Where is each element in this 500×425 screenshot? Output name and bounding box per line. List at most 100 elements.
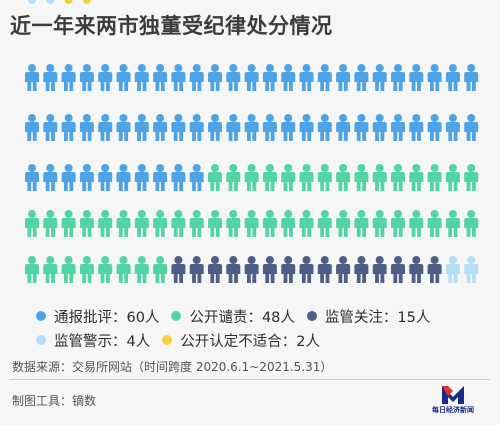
person-icon: [189, 164, 204, 191]
person-icon: [427, 64, 442, 91]
person-icon: [208, 256, 222, 283]
person-icon: [336, 210, 351, 237]
person-icon: [116, 114, 131, 141]
legend-colon: ：: [112, 309, 127, 326]
person-icon: [61, 256, 76, 283]
person-icon: [134, 256, 149, 283]
person-icon: [372, 256, 387, 283]
person-icon: [171, 256, 186, 283]
legend-item-jingshi: 监管警示： 4人: [36, 330, 150, 351]
person-icon: [25, 114, 39, 141]
person-icon: [299, 256, 314, 283]
person-icon: [427, 256, 442, 283]
person-icon: [153, 64, 168, 91]
person-icon: [299, 210, 314, 237]
person-icon: [317, 64, 332, 91]
legend-colon: ：: [382, 309, 398, 326]
person-icon: [226, 164, 241, 191]
divider: [10, 379, 490, 380]
person-icon: [64, 0, 73, 4]
legend-item-qianze: 公开谴责： 48人: [171, 306, 295, 327]
nbd-logo-icon: [442, 386, 464, 404]
person-icon: [79, 64, 94, 91]
person-icon: [464, 164, 479, 191]
chart-tool: 制图工具：镝数: [12, 394, 97, 408]
chart-title: 近一年来两市独董受纪律处分情况: [10, 14, 333, 38]
person-icon: [43, 210, 58, 237]
legend-row-1: 通报批评： 60人 公开谴责： 48人 监管关注： 15人: [36, 304, 442, 328]
legend-dot-icon: [36, 335, 46, 345]
legend-value: 60人: [126, 309, 160, 326]
legend-label: 公开谴责: [189, 309, 248, 326]
person-icon: [171, 114, 186, 141]
legend-dot-icon: [36, 311, 46, 321]
person-icon: [153, 210, 168, 237]
legend-row-2: 监管警示： 4人 公开认定不适合： 2人: [36, 328, 442, 352]
person-icon: [226, 210, 241, 237]
person-icon: [208, 64, 222, 91]
person-icon: [116, 64, 131, 91]
data-source: 数据来源：交易所网站（时间跨度 2020.6.1~2021.5.31）: [12, 360, 333, 374]
person-icon: [98, 210, 113, 237]
legend-label: 公开认定不适合: [180, 333, 282, 350]
pictogram-grid: [25, 0, 479, 283]
person-icon: [464, 114, 479, 141]
person-icon: [445, 114, 460, 141]
person-icon: [61, 164, 76, 191]
person-icon: [354, 210, 369, 237]
person-icon: [189, 256, 204, 283]
person-icon: [208, 164, 222, 191]
person-icon: [336, 164, 351, 191]
person-icon: [372, 114, 387, 141]
person-icon: [281, 210, 296, 237]
person-icon: [171, 164, 186, 191]
legend-value: 2人: [296, 333, 320, 350]
person-icon: [391, 256, 405, 283]
person-icon: [208, 210, 222, 237]
legend-item-guanzhu: 监管关注： 15人: [306, 306, 430, 327]
person-icon: [317, 164, 332, 191]
person-icon: [281, 164, 296, 191]
person-icon: [244, 114, 259, 141]
person-icon: [372, 164, 387, 191]
person-icon: [445, 164, 460, 191]
person-icon: [46, 0, 55, 4]
person-icon: [354, 256, 369, 283]
person-icon: [116, 256, 131, 283]
person-icon: [226, 114, 241, 141]
legend-colon: ：: [281, 333, 297, 350]
logo-text: 每日经济新闻: [432, 406, 474, 414]
person-icon: [244, 64, 259, 91]
person-icon: [336, 114, 351, 141]
legend-dot-icon: [171, 311, 182, 321]
person-icon: [409, 164, 424, 191]
person-icon: [445, 256, 460, 283]
person-icon: [445, 64, 460, 91]
person-icon: [61, 210, 76, 237]
person-icon: [244, 256, 259, 283]
person-icon: [153, 164, 168, 191]
person-icon: [98, 164, 113, 191]
person-icon: [153, 256, 168, 283]
person-icon: [336, 64, 351, 91]
person-icon: [226, 64, 241, 91]
person-icon: [391, 164, 405, 191]
person-icon: [134, 210, 149, 237]
person-icon: [464, 210, 479, 237]
person-icon: [82, 0, 91, 4]
legend-item-tongbao: 通报批评： 60人: [36, 306, 159, 327]
person-icon: [79, 164, 94, 191]
person-icon: [189, 114, 204, 141]
person-icon: [391, 114, 405, 141]
legend-value: 48人: [261, 309, 295, 326]
person-icon: [43, 64, 58, 91]
person-icon: [98, 114, 113, 141]
person-icon: [171, 64, 186, 91]
person-icon: [25, 64, 39, 91]
person-icon: [43, 164, 58, 191]
person-icon: [281, 114, 296, 141]
person-icon: [354, 164, 369, 191]
person-icon: [43, 114, 58, 141]
legend: 通报批评： 60人 公开谴责： 48人 监管关注： 15人 监管警示： 4人 公开认定不…: [36, 304, 442, 352]
person-icon: [262, 164, 277, 191]
